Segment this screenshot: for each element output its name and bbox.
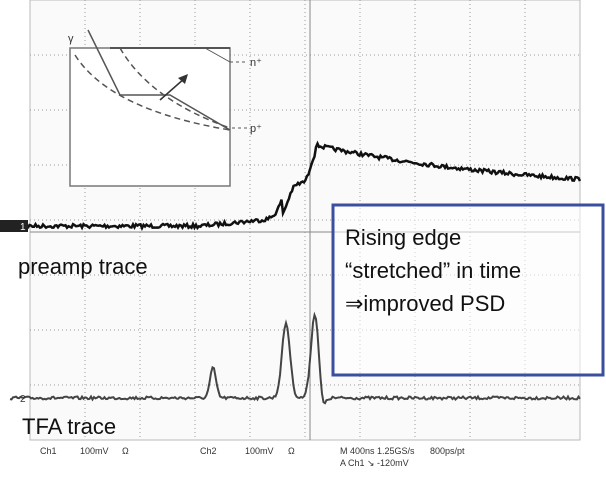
status-text: Ω <box>122 446 129 456</box>
inset-arrow <box>159 77 186 101</box>
ch2-marker-label: 2 <box>20 394 26 405</box>
inset-arrowhead <box>178 74 188 84</box>
n-label: n⁺ <box>250 57 262 69</box>
status-text: Ch2 <box>200 446 217 456</box>
status-text: Ch1 <box>40 446 57 456</box>
preamp-label: preamp trace <box>18 254 148 279</box>
preamp-waveform <box>8 140 582 232</box>
status-text: A Ch1 ↘ -120mV <box>340 458 409 468</box>
ch1-marker-label: 1 <box>20 222 26 233</box>
inset-diagram: γ n⁺ p⁺ <box>68 29 262 187</box>
inset-box <box>69 47 231 187</box>
status-text: Ω <box>288 446 295 456</box>
inset-path <box>87 29 231 131</box>
inset-leader <box>204 47 231 63</box>
ch1-marker <box>0 220 28 232</box>
status-text: 800ps/pt <box>430 446 465 456</box>
status-bar: Ch1 100mV Ω Ch2 100mV Ω M 400ns 1.25GS/s… <box>40 446 465 468</box>
tfa-waveform <box>9 311 581 405</box>
callout-line: ⇒improved PSD <box>345 291 505 316</box>
callout-line: “stretched” in time <box>345 258 521 283</box>
status-text: M 400ns 1.25GS/s <box>340 446 415 456</box>
p-label: p⁺ <box>250 123 262 135</box>
callout-box <box>331 203 605 377</box>
status-text: 100mV <box>245 446 274 456</box>
tfa-label: TFA trace <box>22 414 116 439</box>
inset-dashed <box>74 54 231 131</box>
inset-dashed <box>119 47 231 129</box>
callout-line: Rising edge <box>345 225 461 250</box>
gamma-label: γ <box>68 33 74 45</box>
status-text: 100mV <box>80 446 109 456</box>
